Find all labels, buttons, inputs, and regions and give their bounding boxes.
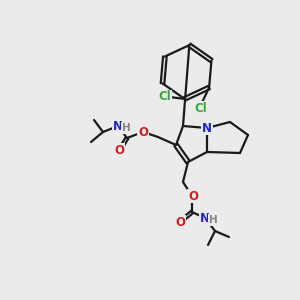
Text: N: N [202, 122, 212, 134]
Text: Cl: Cl [195, 102, 208, 115]
Text: Cl: Cl [158, 90, 171, 104]
Text: N: N [200, 212, 210, 224]
Text: O: O [175, 215, 185, 229]
Text: O: O [138, 125, 148, 139]
Text: O: O [114, 143, 124, 157]
Text: H: H [208, 215, 217, 225]
Text: O: O [188, 190, 198, 202]
Text: N: N [113, 119, 123, 133]
Text: H: H [122, 123, 130, 133]
